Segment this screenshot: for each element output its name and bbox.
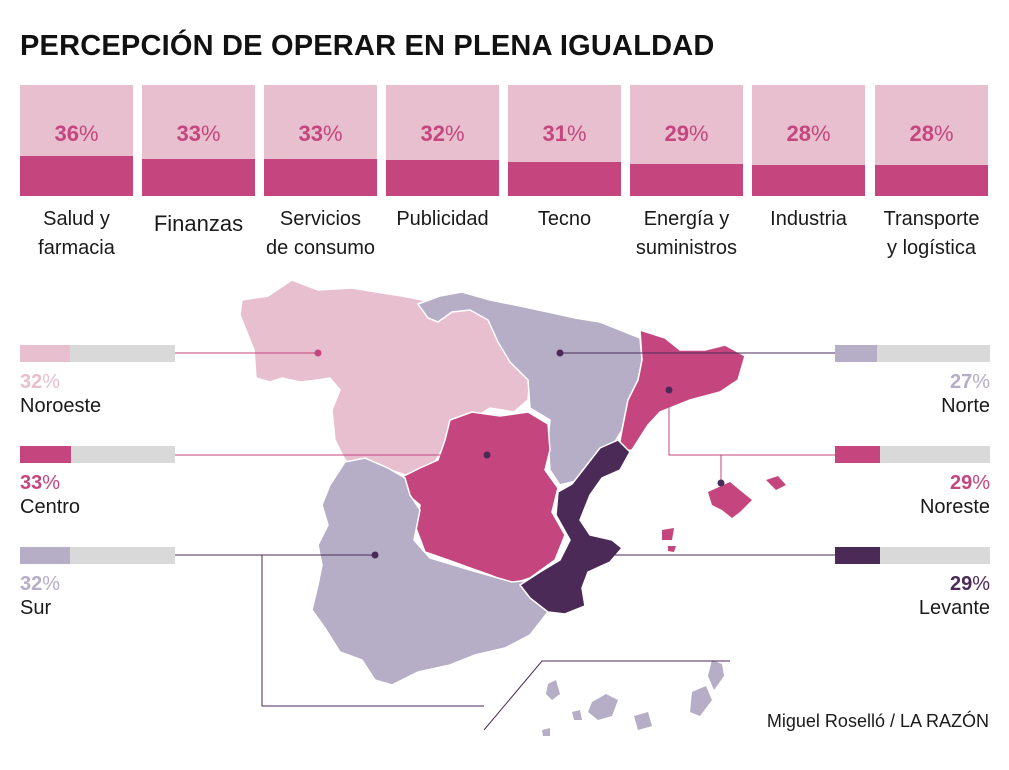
sector-card: 32% Publicidad [386, 85, 499, 230]
canarias-island-3 [588, 694, 618, 720]
region-value-label: 33% [20, 472, 61, 494]
sector-bar-bg: 28% [752, 85, 865, 196]
marker-norte [556, 349, 564, 357]
sector-card: 33% Servicios de consumo [264, 85, 377, 259]
region-noreste-island-2 [766, 476, 786, 490]
sector-label: Industria [770, 208, 847, 230]
region-noreste-island-3 [662, 528, 674, 540]
leader-line-canarias [261, 555, 484, 707]
sector-bar-bg: 28% [875, 85, 988, 196]
sector-bar-fill [752, 164, 865, 196]
region-value-label: 29% [949, 573, 990, 595]
region-bar [835, 345, 990, 362]
sector-bar-fill [142, 159, 255, 196]
canarias-frame-line [483, 660, 730, 731]
sector-value-label: 28% [786, 121, 831, 146]
region-bar [20, 446, 175, 463]
leader-line-noreste [668, 390, 835, 456]
sector-bar-bg: 31% [508, 85, 621, 196]
region-value-label: 27% [949, 371, 990, 393]
sector-bar-fill [508, 161, 621, 196]
marker-sur [371, 551, 379, 559]
region-sur: 32% Sur [20, 547, 175, 621]
marker-centro [483, 451, 491, 459]
sector-bar-bg: 32% [386, 85, 499, 196]
sector-value-label: 29% [664, 121, 709, 146]
sector-value-label: 32% [420, 121, 465, 146]
sector-label: Finanzas [153, 211, 244, 236]
sector-bar-fill [386, 160, 499, 196]
region-value-label: 29% [949, 472, 990, 494]
region-noreste-shape [617, 328, 746, 453]
sector-bar-bg: 33% [142, 85, 255, 196]
sector-card: 33% Finanzas [142, 85, 255, 236]
sector-card: 29% Energía y suministros [630, 85, 743, 259]
region-bar-fill [835, 446, 880, 463]
canarias-island-2 [572, 710, 582, 720]
sector-value-label: 33% [176, 121, 221, 146]
credit-line: Miguel Roselló / LA RAZÓN [766, 711, 989, 731]
sector-value-label: 36% [54, 121, 99, 146]
canarias-island-6 [708, 660, 724, 690]
region-name: Norte [941, 395, 990, 417]
sector-bar-fill [264, 159, 377, 196]
region-bar [20, 547, 175, 564]
sector-card: 28% Industria [752, 85, 865, 230]
region-noroeste: 32% Noroeste [20, 345, 175, 419]
marker-noreste-islands [717, 479, 725, 487]
region-name: Noreste [919, 496, 990, 518]
sector-card: 36% Salud y farmacia [20, 85, 133, 259]
canarias-island-1 [546, 680, 560, 700]
sector-bar-bg: 36% [20, 85, 133, 196]
sector-label: Transporte y logística [883, 208, 980, 259]
region-noreste-island-4 [668, 546, 676, 552]
chart-title: PERCEPCIÓN DE OPERAR EN PLENA IGUALDAD [20, 30, 715, 62]
sector-label: Tecno [537, 208, 592, 230]
region-bar [835, 547, 990, 564]
sector-bar-fill [875, 164, 988, 196]
region-name: Levante [918, 597, 990, 619]
region-bar [835, 446, 990, 463]
region-noreste: 29% Noreste [835, 446, 990, 520]
region-name: Noroeste [20, 395, 102, 417]
region-value-label: 32% [20, 573, 61, 595]
region-value-label: 32% [20, 371, 61, 393]
marker-levante [586, 551, 594, 559]
region-levante: 29% Levante [835, 547, 990, 621]
region-name: Sur [20, 597, 52, 619]
region-noreste-island-1 [708, 482, 752, 518]
region-sur-shape [311, 457, 549, 686]
region-bar [20, 345, 175, 362]
sector-value-label: 33% [298, 121, 343, 146]
sector-bar-bg: 33% [264, 85, 377, 196]
marker-noreste [665, 386, 673, 394]
canarias-island-5 [690, 686, 712, 716]
region-bar-fill [835, 547, 880, 564]
sector-label: Servicios de consumo [266, 208, 375, 259]
canarias-island-7 [542, 728, 550, 736]
sector-label: Publicidad [396, 208, 489, 230]
region-levante-shape [518, 439, 631, 615]
region-norte: 27% Norte [835, 345, 990, 419]
region-bar-fill [835, 345, 877, 362]
region-bar-fill [20, 547, 70, 564]
region-bar-fill [20, 446, 72, 463]
sector-bar-fill [630, 163, 743, 196]
region-bar-fill [20, 345, 70, 362]
marker-noroeste [314, 349, 322, 357]
sector-label: Energía y suministros [635, 208, 738, 259]
region-name: Centro [20, 496, 81, 518]
sector-card: 31% Tecno [508, 85, 621, 230]
sector-bar-fill [20, 156, 133, 196]
sector-value-label: 28% [909, 121, 954, 146]
sector-label: Salud y farmacia [38, 208, 115, 259]
sector-card: 28% Transporte y logística [875, 85, 988, 259]
region-centro: 33% Centro [20, 446, 175, 520]
sector-bar-bg: 29% [630, 85, 743, 196]
canarias-island-4 [634, 712, 652, 730]
sector-value-label: 31% [542, 121, 587, 146]
